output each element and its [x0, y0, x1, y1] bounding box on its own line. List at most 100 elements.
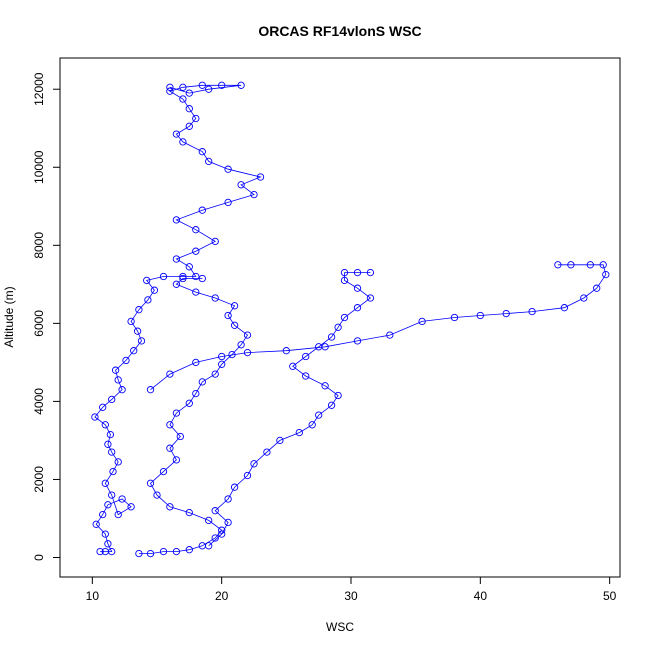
data-point	[218, 530, 226, 538]
data-point	[159, 272, 168, 281]
y-tick-label: 6000	[32, 310, 46, 337]
data-point	[150, 286, 159, 294]
data-point	[211, 370, 219, 378]
data-point	[237, 181, 245, 189]
y-tick-label: 2000	[32, 466, 46, 493]
data-point	[99, 510, 107, 519]
data-point	[593, 284, 601, 292]
data-point	[502, 309, 510, 318]
data-point	[179, 272, 187, 281]
data-point	[276, 436, 284, 445]
data-point	[192, 358, 200, 367]
data-point	[198, 81, 206, 89]
x-axis-label: WSC	[326, 620, 354, 634]
data-point	[560, 304, 569, 312]
data-point	[179, 138, 187, 146]
data-point	[218, 81, 226, 89]
data-point	[114, 510, 122, 519]
data-point	[327, 401, 336, 409]
data-point	[263, 448, 271, 456]
data-point	[353, 284, 362, 292]
data-point	[96, 547, 104, 556]
data-point	[192, 226, 200, 234]
data-point	[192, 114, 200, 123]
data-point	[101, 530, 109, 538]
data-point	[353, 337, 362, 345]
data-point	[111, 366, 120, 374]
data-point	[176, 432, 184, 441]
data-point	[334, 391, 342, 400]
data-point	[166, 370, 174, 378]
data-point	[224, 518, 232, 527]
data-point	[302, 352, 310, 361]
data-point	[218, 352, 226, 361]
y-tick-label: 12000	[32, 72, 46, 106]
plot-frame	[59, 57, 621, 578]
data-point	[295, 428, 303, 437]
data-point	[386, 331, 394, 339]
data-point	[153, 491, 161, 499]
data-point	[192, 272, 200, 281]
data-point	[243, 331, 252, 339]
data-point	[166, 421, 174, 429]
data-point	[308, 421, 316, 429]
data-point	[211, 237, 219, 246]
x-tick-label: 40	[474, 589, 488, 603]
data-point	[101, 421, 109, 429]
data-point	[599, 261, 607, 269]
data-point	[211, 294, 219, 302]
series-line	[208, 272, 372, 547]
data-point	[602, 270, 610, 279]
y-tick-label: 8000	[32, 232, 46, 259]
data-point	[224, 165, 232, 173]
data-point	[104, 540, 112, 548]
data-point	[366, 294, 375, 302]
data-point	[185, 546, 193, 554]
data-point	[250, 190, 258, 199]
x-tick-label: 50	[603, 589, 617, 603]
data-point	[159, 467, 168, 476]
data-point	[528, 307, 536, 316]
data-point	[224, 311, 232, 320]
data-point	[185, 105, 193, 113]
data-point	[237, 341, 245, 349]
data-point	[218, 360, 226, 368]
data-point	[166, 503, 174, 511]
data-point	[172, 409, 181, 417]
data-point	[205, 542, 213, 550]
data-point	[192, 247, 200, 255]
data-point	[315, 411, 323, 419]
data-point	[130, 347, 138, 355]
data-point	[224, 495, 232, 503]
data-point	[172, 130, 181, 138]
data-point	[166, 87, 174, 95]
data-point	[166, 83, 174, 91]
data-point	[104, 501, 112, 509]
series-line	[138, 278, 249, 554]
data-point	[554, 261, 562, 269]
data-point	[243, 471, 252, 480]
y-axis-label: Altitude (m)	[2, 286, 16, 347]
data-point	[118, 495, 126, 503]
data-point	[450, 313, 459, 322]
data-point	[114, 376, 122, 384]
data-point	[185, 399, 193, 407]
data-point	[179, 83, 187, 91]
y-tick-label: 0	[32, 554, 46, 561]
data-point	[205, 85, 213, 93]
data-point	[237, 81, 245, 89]
data-point	[289, 362, 297, 370]
data-point	[99, 403, 107, 411]
data-point	[127, 503, 135, 511]
data-point	[580, 294, 588, 302]
plot-area: 10 20 30 40 50 0 2000 4000 6000 8000 10000 12000	[32, 57, 621, 603]
data-point	[118, 386, 126, 394]
data-point	[198, 378, 206, 386]
data-point	[366, 268, 375, 277]
data-point	[122, 356, 130, 365]
x-tick-label: 10	[86, 589, 100, 603]
series-line	[94, 84, 262, 552]
data-point	[230, 302, 239, 310]
data-point	[172, 216, 181, 224]
data-point	[198, 274, 206, 283]
